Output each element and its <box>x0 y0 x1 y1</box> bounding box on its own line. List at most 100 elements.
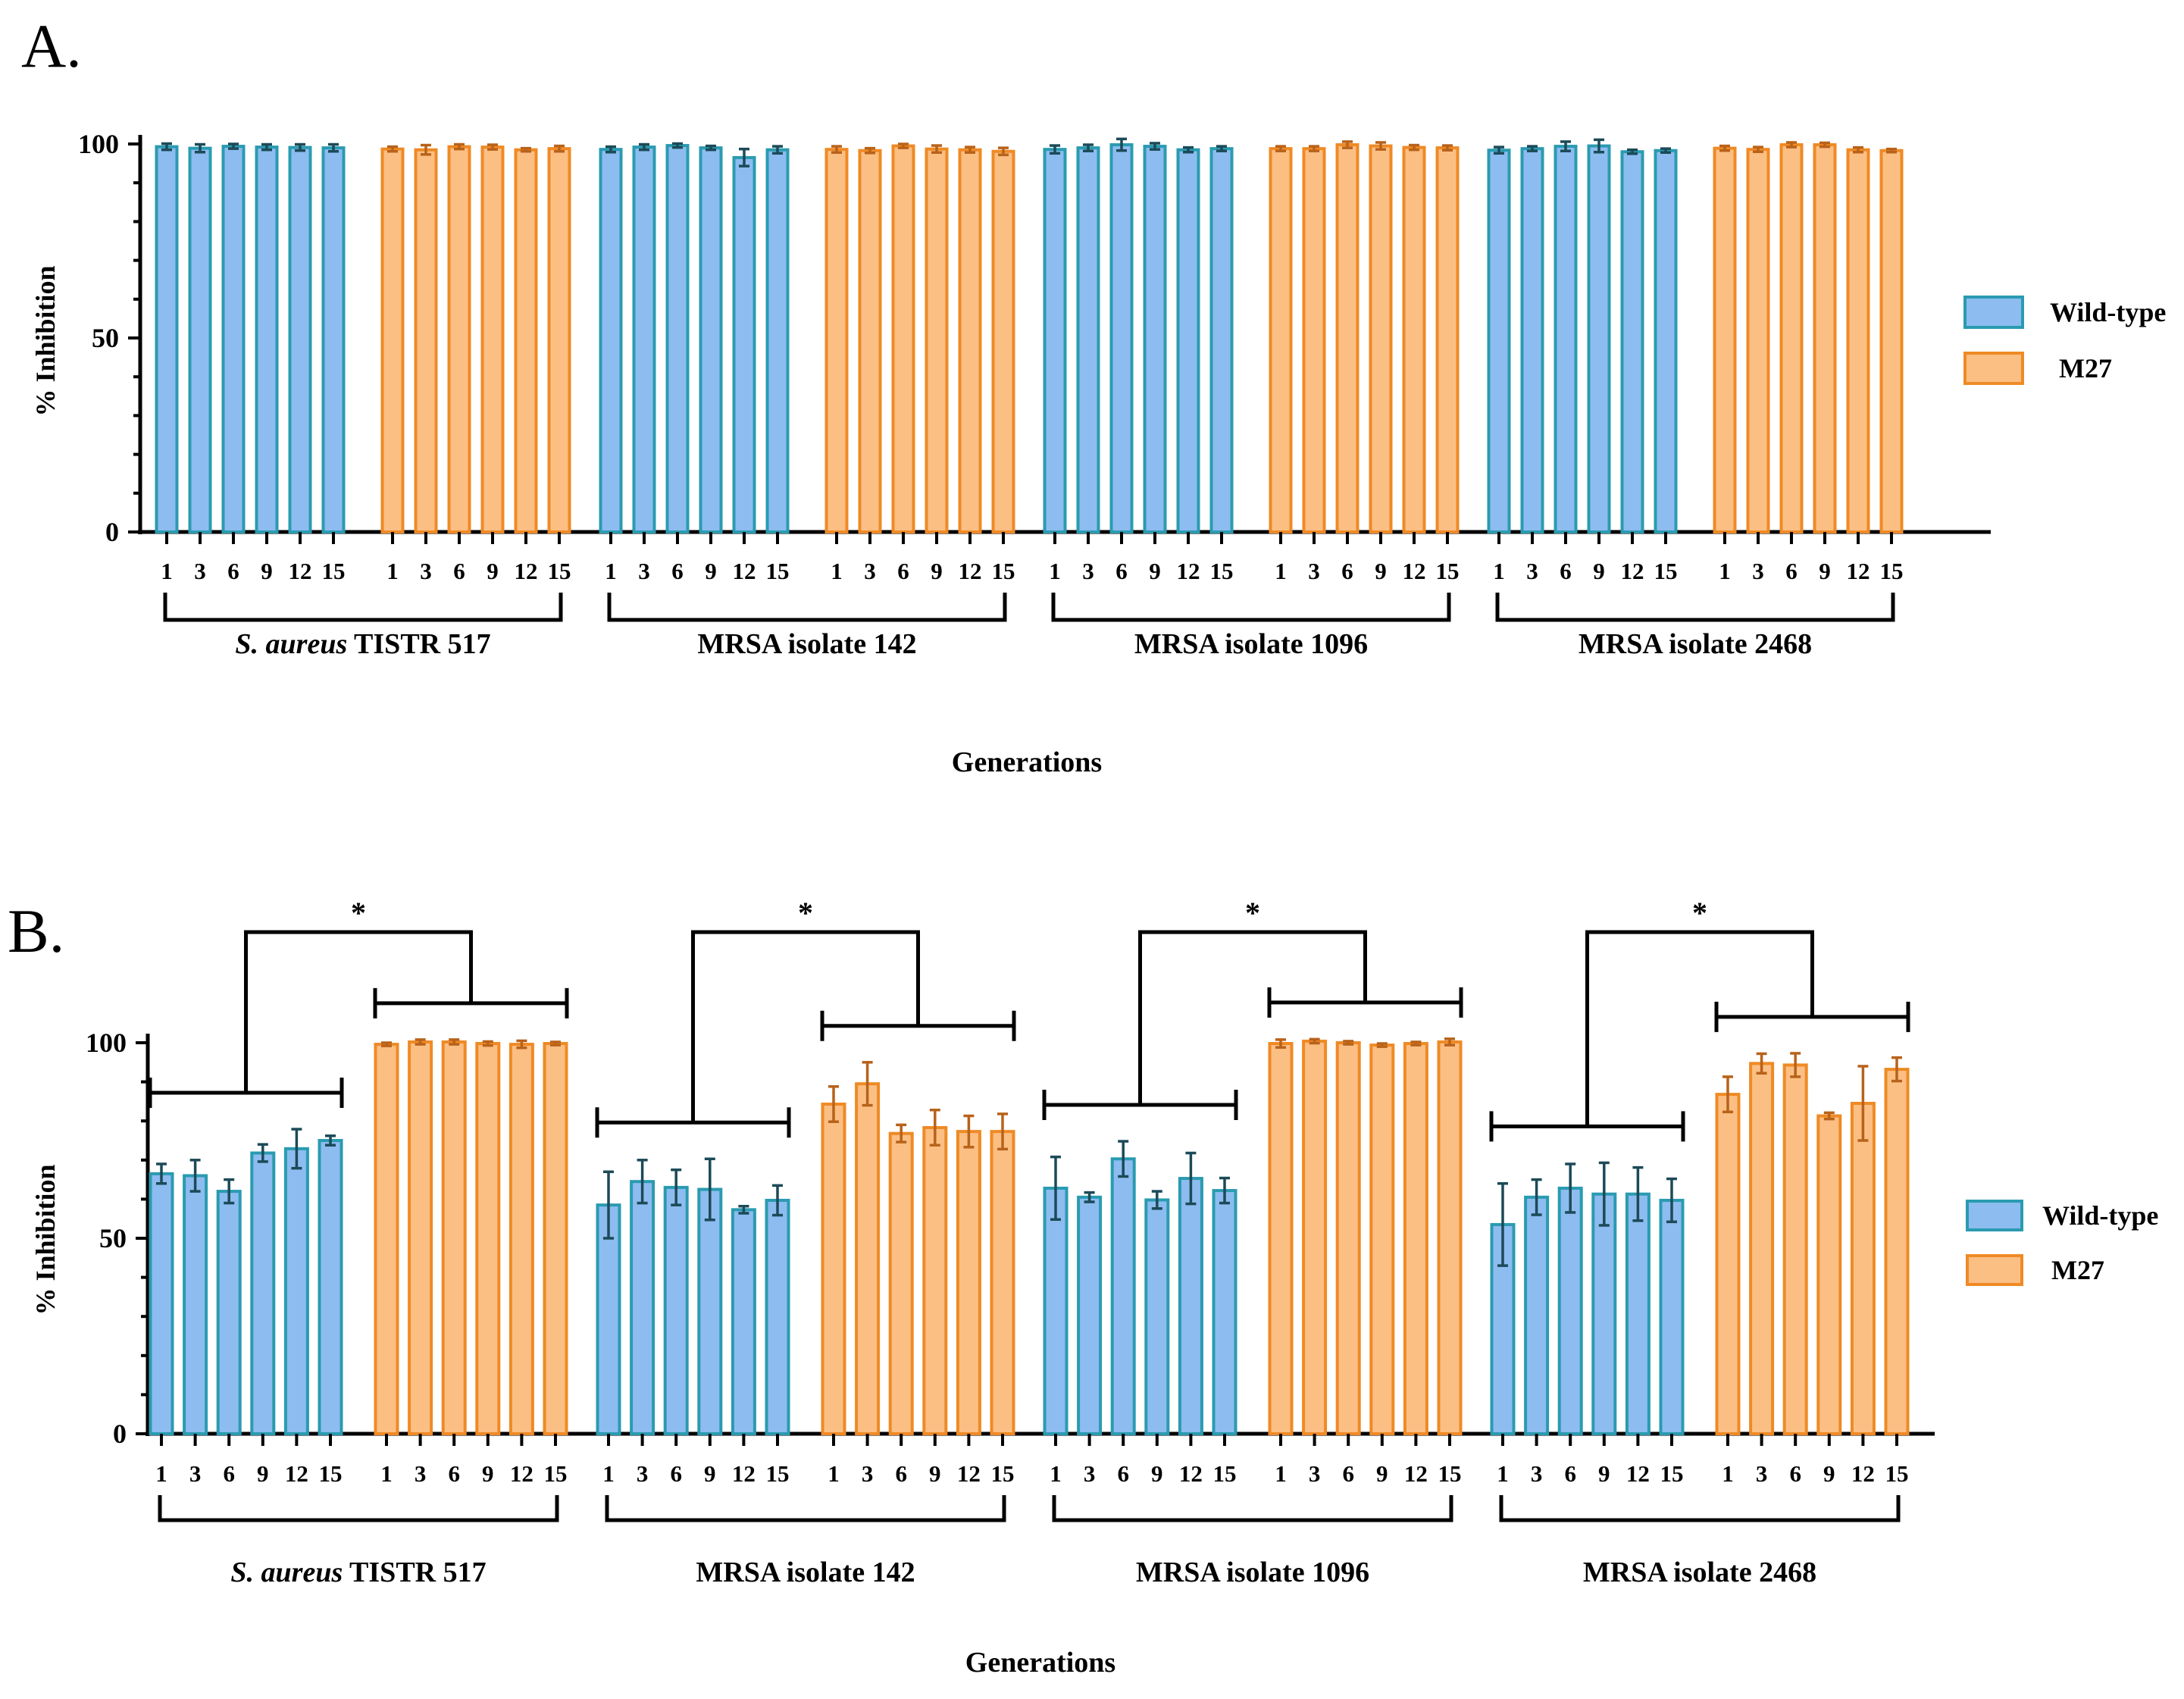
wild-bar <box>1178 1177 1203 1435</box>
wild-bar <box>1591 1192 1617 1436</box>
x-tick-label: 6 <box>895 1460 907 1487</box>
legend-swatch-m27 <box>1963 352 2024 385</box>
group-label: MRSA isolate 1096 <box>1134 628 1368 660</box>
x-tick-label: 15 <box>1438 1460 1462 1487</box>
m27-bar <box>1749 1062 1775 1436</box>
x-tick-label: 9 <box>482 1460 494 1487</box>
x-tick-label: 12 <box>1621 558 1644 584</box>
m27-bar <box>1369 1043 1395 1435</box>
m27-bar <box>414 148 438 533</box>
wild-bar <box>321 146 346 533</box>
wild-bar <box>1043 1186 1069 1436</box>
m27-bar <box>1335 1041 1361 1435</box>
x-tick-label: 3 <box>1752 558 1764 584</box>
x-tick-label: 1 <box>1050 1460 1062 1487</box>
m27-bar <box>480 145 505 533</box>
wild-bar <box>699 146 723 533</box>
x-tick-label: 9 <box>704 1460 716 1487</box>
group-bracket <box>607 593 1007 622</box>
legend-label-wild-type: Wild-type <box>2042 1200 2158 1231</box>
x-tick-label: 6 <box>227 558 239 584</box>
x-tick-label: 12 <box>1177 558 1200 584</box>
x-tick-label: 12 <box>515 558 538 584</box>
y-tick-label: 0 <box>113 1419 127 1449</box>
wild-bar <box>632 145 656 533</box>
x-tick-label: 3 <box>1526 558 1538 584</box>
wild-bar <box>255 145 279 533</box>
m27-bar <box>855 1082 881 1436</box>
group-label: S. aureus TISTR 517 <box>230 1557 486 1588</box>
group-label: MRSA isolate 1096 <box>1136 1557 1369 1588</box>
m27-bar <box>380 147 405 533</box>
m27-bar <box>888 1131 914 1436</box>
m27-bar <box>1813 143 1837 534</box>
wild-bar <box>663 1185 689 1436</box>
panel-b-ylabel: % Inhibition <box>30 1164 61 1315</box>
m27-bar <box>990 1130 1015 1435</box>
wild-bar <box>697 1187 723 1435</box>
y-tick-label: 100 <box>86 1028 127 1058</box>
wild-bar <box>1143 145 1167 534</box>
y-tick-label: 50 <box>92 323 119 353</box>
m27-bar <box>447 145 471 533</box>
group-bracket <box>163 593 563 622</box>
x-tick-label: 3 <box>189 1460 202 1487</box>
x-tick-label: 6 <box>453 558 465 584</box>
legend-label-m27: M27 <box>2051 1255 2104 1285</box>
x-tick-label: 12 <box>1847 558 1870 584</box>
m27-bar <box>1782 1063 1808 1435</box>
x-tick-label: 3 <box>862 1460 874 1487</box>
wild-bar <box>765 1198 790 1435</box>
m27-bar <box>1269 147 1293 533</box>
m27-bar <box>374 1043 399 1435</box>
m27-bar <box>1879 149 1904 533</box>
m27-bar <box>1746 148 1770 533</box>
x-tick-label: 1 <box>828 1460 840 1487</box>
m27-bar <box>547 147 571 533</box>
x-tick-label: 1 <box>605 558 617 584</box>
wild-bar <box>1620 150 1644 534</box>
x-tick-label: 9 <box>1819 558 1831 584</box>
x-tick-label: 9 <box>487 558 499 584</box>
panel-b-xlabel: Generations <box>965 1647 1115 1679</box>
m27-bar <box>1302 147 1326 533</box>
x-tick-label: 6 <box>670 1460 682 1487</box>
significance-star: * <box>1692 896 1707 930</box>
x-tick-label: 6 <box>1115 558 1128 584</box>
y-tick-label: 100 <box>78 129 119 159</box>
group-bracket <box>1051 593 1451 622</box>
x-tick-label: 12 <box>959 558 982 584</box>
wild-bar <box>188 146 212 534</box>
x-tick-label: 1 <box>380 1460 393 1487</box>
y-tick-label: 0 <box>105 517 119 547</box>
wild-bar <box>1144 1198 1170 1435</box>
wild-bar <box>318 1139 343 1435</box>
group-bracket <box>1495 593 1895 622</box>
m27-bar <box>1715 1093 1741 1436</box>
x-tick-label: 9 <box>929 1460 941 1487</box>
m27-bar <box>1335 143 1360 534</box>
x-tick-label: 3 <box>637 1460 649 1487</box>
wild-bar <box>1554 145 1578 534</box>
x-tick-label: 9 <box>1149 558 1161 584</box>
x-tick-label: 1 <box>155 1460 167 1487</box>
x-tick-label: 3 <box>415 1460 427 1487</box>
significance-connector <box>1138 930 1367 1106</box>
x-tick-label: 6 <box>448 1460 460 1487</box>
significance-connector <box>691 930 920 1123</box>
m27-bar <box>1268 1042 1294 1435</box>
m27-bar <box>1779 143 1804 534</box>
x-tick-label: 15 <box>1210 558 1234 584</box>
x-tick-label: 15 <box>992 558 1015 584</box>
m27-bar <box>514 148 538 533</box>
x-tick-label: 1 <box>1719 558 1731 584</box>
x-tick-label: 3 <box>1531 1460 1543 1487</box>
x-tick-label: 6 <box>897 558 909 584</box>
panel-b-label: B. <box>8 896 64 965</box>
m27-bar <box>858 149 882 533</box>
m27-bar <box>956 1130 981 1435</box>
m27-bar <box>891 144 915 533</box>
x-tick-label: 9 <box>261 558 273 584</box>
x-tick-label: 9 <box>1593 558 1605 584</box>
